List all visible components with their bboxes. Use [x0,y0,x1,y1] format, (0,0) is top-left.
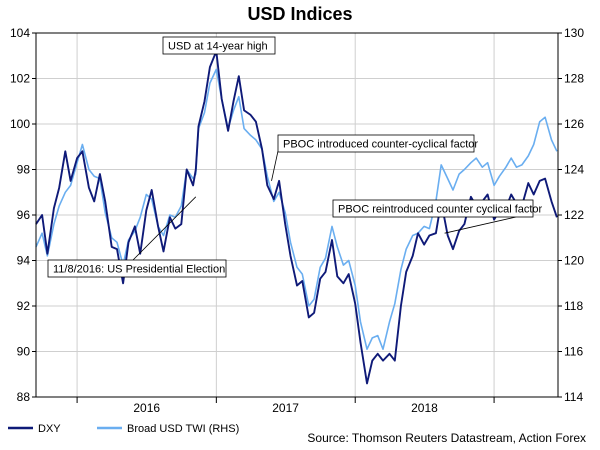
legend-label: Broad USD TWI (RHS) [127,423,239,435]
y-right-tick-label: 120 [564,254,584,268]
y-left-tick-label: 102 [10,72,30,86]
annotation-leader-line [271,150,279,181]
y-right-tick-label: 114 [564,390,583,404]
y-left-tick-label: 100 [10,117,30,131]
y-left-tick-label: 98 [17,163,31,177]
annotation-label: 11/8/2016: US Presidential Election [53,264,225,276]
y-left-tick-label: 92 [17,299,31,313]
x-axis: 2016 2017 2018 [76,397,495,415]
y-left-tick-label: 90 [17,345,31,359]
chart-title: USD Indices [247,4,353,24]
x-tick-label: 2016 [133,401,160,415]
annotation-leader-line [132,196,197,261]
legend: DXY Broad USD TWI (RHS) [8,423,239,435]
annotation-box [332,199,534,218]
y-right-tick-label: 116 [564,345,583,359]
x-tick-label: 2017 [272,401,299,415]
annotation-label: PBOC reintroduced counter cyclical facto… [338,204,543,216]
annotation-label: USD at 14-year high [168,41,268,53]
source-note: Source: Thomson Reuters Datastream, Acti… [307,431,586,445]
y-right-tick-label: 126 [564,117,584,131]
y-right-tick-label: 130 [564,26,584,40]
y-axis-left: 88 90 92 94 96 98 100 102 104 [10,26,36,404]
annotation-leader-line [444,216,517,234]
annotation-box [277,134,475,153]
annotation-box [162,36,276,55]
y-left-tick-label: 88 [17,390,31,404]
y-axis-right: 114 116 118 120 122 124 126 128 130 [558,26,584,404]
y-right-tick-label: 128 [564,72,584,86]
annotations-layer: USD at 14-year high PBOC introduced count… [47,36,543,278]
x-tick-label: 2018 [411,401,438,415]
y-right-tick-label: 118 [564,299,583,313]
y-right-tick-label: 124 [564,163,584,177]
y-right-tick-label: 122 [564,208,584,222]
y-left-tick-label: 104 [10,26,30,40]
y-left-tick-label: 96 [17,208,31,222]
annotation-label: PBOC introduced counter-cyclical factor [283,139,478,151]
annotation-box [47,259,227,278]
legend-label: DXY [38,423,61,435]
y-left-tick-label: 94 [17,254,31,268]
